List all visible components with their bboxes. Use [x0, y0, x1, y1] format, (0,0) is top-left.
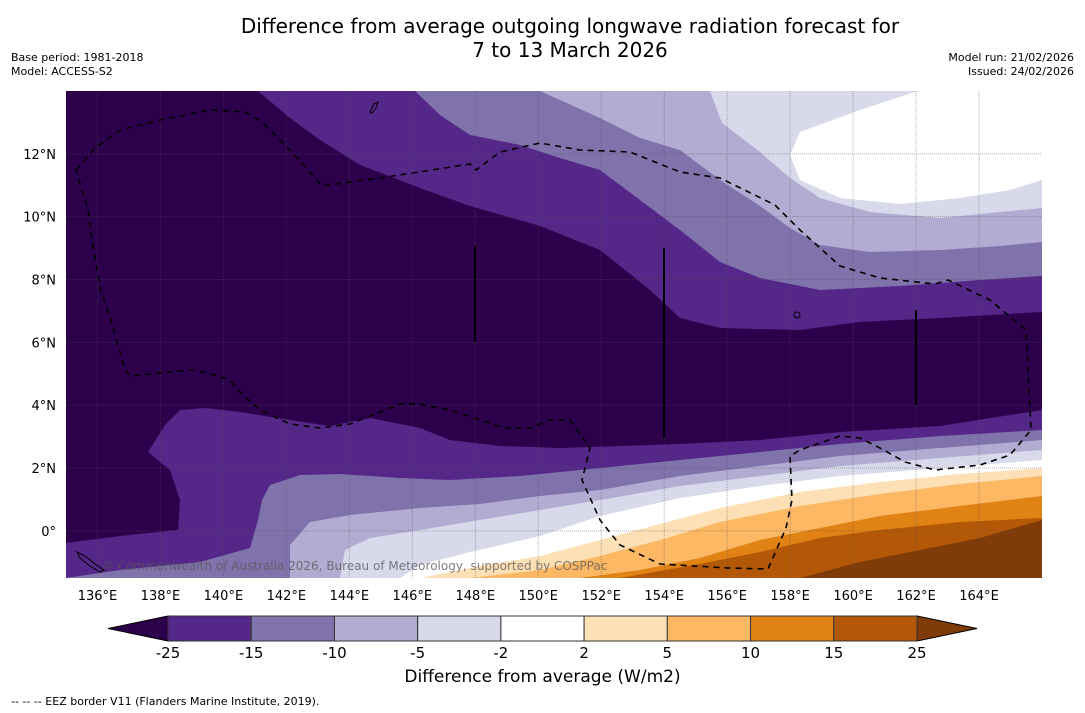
lat-tick-label: 0°	[41, 525, 56, 540]
colorbar-segment	[833, 615, 918, 642]
colorbar-tick-label: -2	[493, 644, 508, 662]
map-field: © Commonwealth of Australia 2026, Bureau…	[66, 91, 1042, 578]
colorbar-segment	[250, 615, 335, 642]
colorbar-tick-label: 2	[579, 644, 589, 662]
colorbar-tick-label: 5	[663, 644, 673, 662]
colorbar-tick-label: -5	[410, 644, 425, 662]
colorbar-segment	[750, 615, 835, 642]
lon-tick-label: 148°E	[456, 589, 496, 604]
lon-tick-label: 158°E	[770, 589, 810, 604]
eez-border-palau-fsm-west	[75, 109, 1032, 570]
lon-tick-label: 150°E	[518, 589, 558, 604]
lat-tick-label: 6°N	[32, 336, 57, 351]
lon-tick-label: 156°E	[707, 589, 747, 604]
lat-tick-label: 4°N	[32, 399, 57, 414]
gridlines	[66, 91, 1042, 578]
island-guam	[369, 101, 379, 114]
colorbar-segment	[666, 615, 752, 642]
lon-tick-label: 154°E	[644, 589, 684, 604]
island-new-guinea-coast	[75, 550, 105, 573]
lon-tick-label: 164°E	[959, 589, 999, 604]
lon-tick-label: 140°E	[204, 589, 244, 604]
colorbar-under-arrow	[107, 615, 169, 642]
colorbar: -25 -15 -10 -5 -2 2 5 10 15 25	[107, 615, 978, 662]
colorbar-segment	[167, 615, 252, 642]
lon-tick-label: 152°E	[581, 589, 621, 604]
colorbar-over-arrow	[916, 615, 978, 642]
lon-tick-label: 136°E	[78, 589, 118, 604]
title-line-1: Difference from average outgoing longwav…	[240, 14, 900, 38]
colorbar-tick-label: 15	[824, 644, 843, 662]
footnote: -- -- -- EEZ border V11 (Flanders Marine…	[11, 695, 320, 708]
colorbar-tick-label: -15	[239, 644, 264, 662]
meta-left: Base period: 1981-2018 Model: ACCESS-S2	[11, 51, 143, 79]
lon-tick-label: 138°E	[141, 589, 181, 604]
colorbar-label: Difference from average (W/m2)	[404, 667, 681, 687]
base-period: Base period: 1981-2018	[11, 51, 144, 64]
colorbar-tick-label: -25	[156, 644, 181, 662]
colorbar-tick-label: 25	[907, 644, 926, 662]
credit-text: © Commonwealth of Australia 2026, Bureau…	[102, 559, 607, 573]
colorbar-segment	[583, 615, 668, 642]
colorbar-segment	[333, 615, 419, 642]
band-s-above25	[800, 520, 1042, 578]
lon-tick-label: 144°E	[330, 589, 370, 604]
title-line-2: 7 to 13 March 2026	[472, 38, 668, 62]
map-title: Difference from average outgoing longwav…	[0, 14, 1085, 62]
lon-tick-label: 146°E	[393, 589, 433, 604]
colorbar-segment	[500, 615, 585, 642]
lat-tick-label: 8°N	[32, 274, 57, 289]
issued-date: Issued: 24/02/2026	[967, 65, 1074, 78]
island-pohnpei	[793, 311, 801, 319]
longitude-axis: 136°E 138°E 140°E 142°E 144°E 146°E 148°E 150°E…	[78, 589, 999, 604]
model-run: Model run: 21/02/2026	[948, 51, 1074, 64]
colorbar-tick-label: 10	[741, 644, 760, 662]
colorbar-tick-label: -10	[322, 644, 347, 662]
latitude-axis: 12°N 10°N 8°N 6°N 4°N 2°N 0°	[23, 148, 56, 540]
lon-tick-label: 160°E	[833, 589, 873, 604]
model-name: Model: ACCESS-S2	[11, 65, 113, 78]
lon-tick-label: 142°E	[267, 589, 307, 604]
lat-tick-label: 10°N	[23, 211, 56, 226]
band-n-2to2	[790, 91, 1042, 204]
colorbar-segment	[417, 615, 502, 642]
meta-right: Model run: 21/02/2026 Issued: 24/02/2026	[948, 51, 1074, 79]
eez-borders	[75, 109, 1032, 570]
lat-tick-label: 2°N	[32, 462, 57, 477]
lat-tick-label: 12°N	[23, 148, 56, 163]
lon-tick-label: 162°E	[896, 589, 936, 604]
